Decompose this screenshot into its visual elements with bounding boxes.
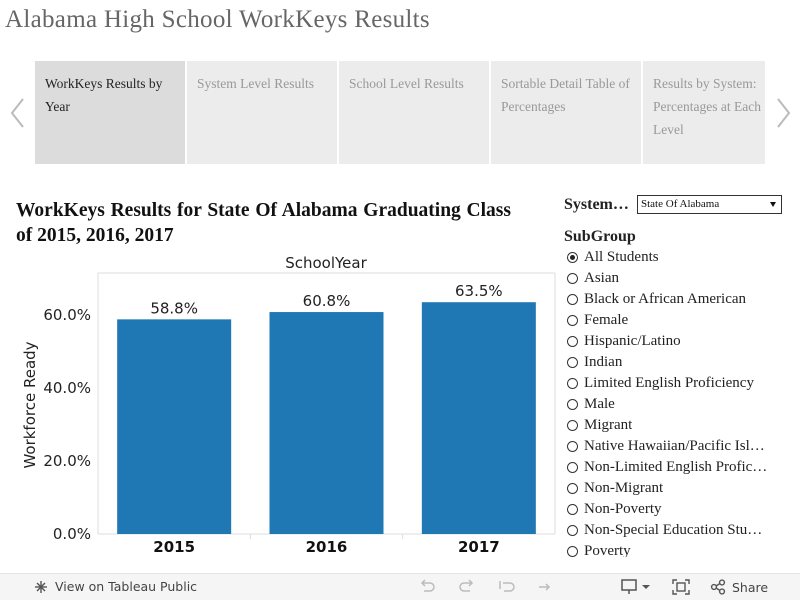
page-title: Alabama High School WorkKeys Results <box>5 6 430 33</box>
download-icon[interactable] <box>620 579 652 598</box>
subgroup-option-label: Non-Poverty <box>584 501 662 517</box>
radio-unchecked-icon[interactable] <box>567 441 578 452</box>
tab-system-level-results[interactable]: System Level Results <box>187 61 337 164</box>
column-header: SchoolYear <box>285 254 367 272</box>
share-label: Share <box>732 579 769 595</box>
radio-unchecked-icon[interactable] <box>567 462 578 473</box>
subgroup-option[interactable]: Native Hawaiian/Pacific Isl… <box>567 436 792 457</box>
bar-2016[interactable] <box>269 312 384 534</box>
radio-unchecked-icon[interactable] <box>567 399 578 410</box>
tableau-logo-icon <box>35 580 47 593</box>
subgroup-option-label: Asian <box>584 270 619 286</box>
subgroup-option[interactable]: Male <box>567 394 792 415</box>
view-on-tableau-public-link[interactable]: View on Tableau Public <box>34 579 197 594</box>
tableau-toolbar: View on Tableau Public Share <box>0 573 800 600</box>
x-tick-label: 2017 <box>458 538 500 556</box>
subgroup-radio-list: All Students Asian Black or African Americ… <box>567 247 792 557</box>
tab-workkeys-by-year[interactable]: WorkKeys Results by Year <box>35 61 185 164</box>
subgroup-option-label: Hispanic/Latino <box>584 333 681 349</box>
subgroup-option[interactable]: Black or African American <box>567 289 792 310</box>
radio-unchecked-icon[interactable] <box>567 483 578 494</box>
subgroup-option[interactable]: Non-Special Education Stu… <box>567 520 792 541</box>
bar-value-label: 58.8% <box>150 299 198 317</box>
system-filter-label: System… <box>564 196 629 213</box>
bar-2015[interactable] <box>117 319 232 534</box>
radio-unchecked-icon[interactable] <box>567 378 578 389</box>
y-tick-label: 20.0% <box>43 452 91 470</box>
subgroup-option[interactable]: Female <box>567 310 792 331</box>
subgroup-option[interactable]: Asian <box>567 268 792 289</box>
subgroup-option[interactable]: Poverty <box>567 541 792 557</box>
undo-icon[interactable] <box>418 579 436 598</box>
radio-unchecked-icon[interactable] <box>567 504 578 515</box>
revert-icon[interactable] <box>498 579 516 598</box>
prev-arrow-icon[interactable] <box>8 96 28 130</box>
subgroup-option-label: Non-Special Education Stu… <box>584 522 763 538</box>
subgroup-option-label: Non-Migrant <box>584 480 664 496</box>
subgroup-option[interactable]: Hispanic/Latino <box>567 331 792 352</box>
redo-icon[interactable] <box>458 579 476 598</box>
subgroup-option-label: Poverty <box>584 543 631 557</box>
subgroup-option-label: Migrant <box>584 417 633 433</box>
radio-unchecked-icon[interactable] <box>567 525 578 536</box>
subgroup-option-label: Non-Limited English Profic… <box>584 459 768 475</box>
subgroup-option-label: Indian <box>584 354 623 370</box>
share-icon <box>710 579 726 595</box>
system-dropdown[interactable]: State Of Alabama <box>637 195 782 214</box>
subgroup-option-label: Female <box>584 312 629 328</box>
bar-value-label: 60.8% <box>303 292 351 310</box>
x-tick-label: 2016 <box>306 538 348 556</box>
story-navigator: WorkKeys Results by Year System Level Re… <box>35 61 765 164</box>
subgroup-option[interactable]: All Students <box>567 247 792 268</box>
tab-results-by-system[interactable]: Results by System: Percentages at Each L… <box>643 61 765 164</box>
subgroup-option[interactable]: Indian <box>567 352 792 373</box>
subgroup-option-label: Black or African American <box>584 291 747 307</box>
radio-unchecked-icon[interactable] <box>567 273 578 284</box>
radio-unchecked-icon[interactable] <box>567 546 578 557</box>
radio-checked-icon[interactable] <box>567 252 578 263</box>
radio-unchecked-icon[interactable] <box>567 294 578 305</box>
fullscreen-icon[interactable] <box>672 579 690 598</box>
y-tick-label: 0.0% <box>53 525 91 543</box>
share-button[interactable]: Share <box>710 579 768 595</box>
next-arrow-icon[interactable] <box>773 96 793 130</box>
tab-sortable-detail-table[interactable]: Sortable Detail Table of Percentages <box>491 61 641 164</box>
subgroup-option-label: Limited English Proficiency <box>584 375 754 391</box>
radio-unchecked-icon[interactable] <box>567 420 578 431</box>
radio-unchecked-icon[interactable] <box>567 315 578 326</box>
radio-unchecked-icon[interactable] <box>567 336 578 347</box>
radio-unchecked-icon[interactable] <box>567 357 578 368</box>
system-dropdown-value: State Of Alabama <box>641 198 720 210</box>
x-tick-label: 2015 <box>153 538 195 556</box>
subgroup-option[interactable]: Non-Limited English Profic… <box>567 457 792 478</box>
bar-2017[interactable] <box>421 302 536 534</box>
y-axis-label: Workforce Ready <box>21 341 39 468</box>
tab-school-level-results[interactable]: School Level Results <box>339 61 489 164</box>
y-tick-label: 40.0% <box>43 379 91 397</box>
y-tick-label: 60.0% <box>43 306 91 324</box>
subgroup-option-label: All Students <box>584 249 659 265</box>
subgroup-option-label: Male <box>584 396 615 412</box>
chevron-down-icon <box>770 202 776 207</box>
subgroup-option[interactable]: Migrant <box>567 415 792 436</box>
subgroup-option-label: Native Hawaiian/Pacific Isl… <box>584 438 765 454</box>
refresh-icon[interactable] <box>536 579 554 598</box>
subgroup-option[interactable]: Non-Migrant <box>567 478 792 499</box>
bar-value-label: 63.5% <box>455 282 503 300</box>
subgroup-title: SubGroup <box>564 228 636 245</box>
view-on-tableau-public-label: View on Tableau Public <box>55 579 198 594</box>
chart-title: WorkKeys Results for State Of Alabama Gr… <box>16 200 511 246</box>
bar-chart: SchoolYear Workforce Ready 0.0% 20.0% 40.0… <box>21 254 556 556</box>
subgroup-option[interactable]: Limited English Proficiency <box>567 373 792 394</box>
subgroup-option[interactable]: Non-Poverty <box>567 499 792 520</box>
